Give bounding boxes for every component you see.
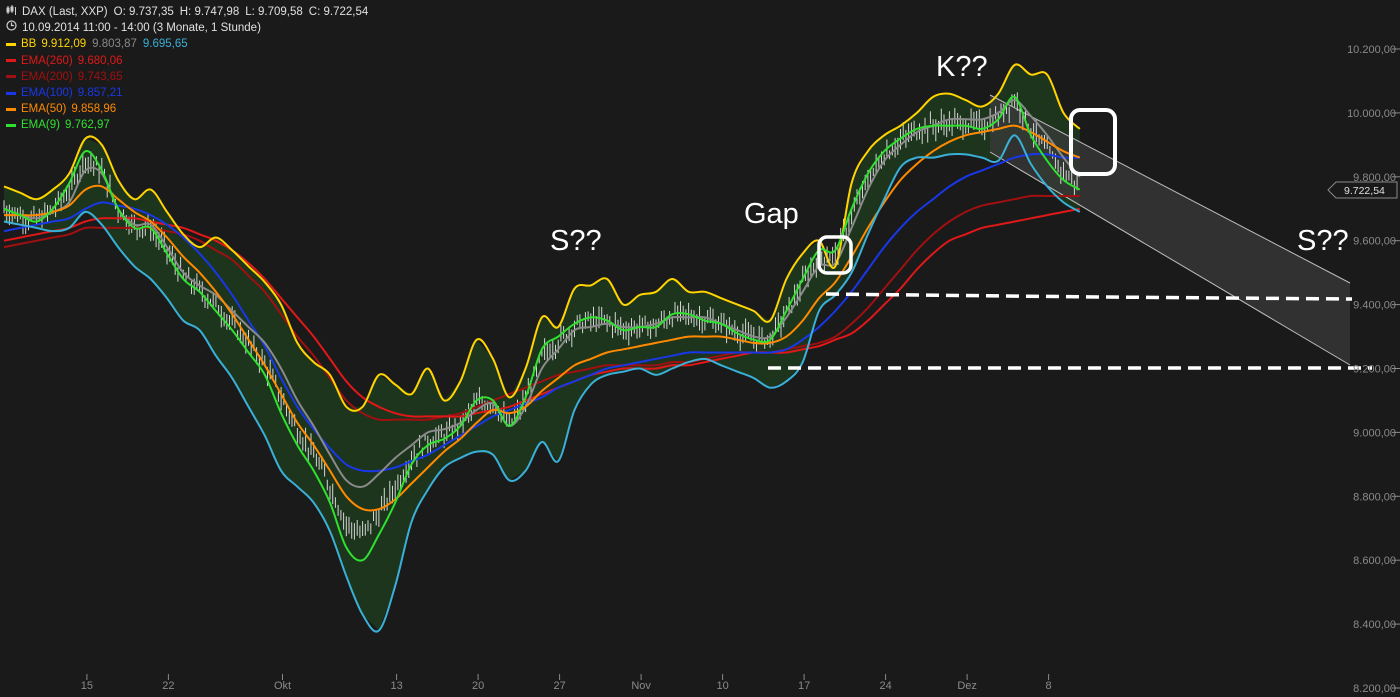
line-bb-lower[interactable]	[3, 134, 1081, 633]
x-axis: 15 22 Okt 13 20 27 Nov 10 17 24 Dez 8	[81, 674, 1052, 692]
y-axis: 10.200,00 10.000,00 9.800,00 9.600,00 9.400,…	[1347, 44, 1400, 695]
x-tick-label: 10	[716, 680, 728, 692]
x-tick-label: Nov	[631, 680, 651, 692]
y-tick-label: 9.400,00	[1353, 300, 1396, 312]
x-tick-label: 13	[390, 680, 402, 692]
y-tick-label: 9.600,00	[1353, 236, 1396, 248]
legend-ema-100-[interactable]: EMA(100) 9.857,21	[6, 85, 368, 101]
price-bars	[3, 92, 1078, 540]
legend-value: 9.803,87	[92, 38, 137, 51]
support-line-upper[interactable]	[825, 292, 1353, 301]
period-text[interactable]: 10.09.2014 11:00 - 14:00 (3 Monate, 1 St…	[22, 22, 261, 35]
legend-swatch	[6, 43, 16, 46]
legend-indicator-name: BB	[21, 38, 37, 51]
legend-indicator-name: EMA(50)	[21, 103, 67, 116]
annotation-s1: S??	[550, 225, 602, 257]
y-tick-label: 9.000,00	[1353, 427, 1396, 439]
legend-value: 9.695,65	[142, 38, 188, 51]
x-tick-label: Dez	[957, 680, 977, 692]
ohlc-open: O: 9.737,35	[113, 6, 174, 18]
drawing-overlays	[768, 108, 1372, 370]
y-tick-label: 8.200,00	[1353, 683, 1396, 695]
annotation-gap: Gap	[744, 198, 799, 230]
last-price-tag	[1327, 181, 1398, 199]
period-row: 10.09.2014 11:00 - 14:00 (3 Monate, 1 St…	[6, 20, 368, 36]
legend-ema-9-[interactable]: EMA(9) 9.762,97	[6, 117, 368, 133]
current-highlight-box[interactable]	[1069, 108, 1117, 176]
instrument-header: DAX (Last, XXP) O: 9.737,35 H: 9.747,98 …	[6, 4, 368, 20]
chart-legend: DAX (Last, XXP) O: 9.737,35 H: 9.747,98 …	[6, 4, 368, 134]
legend-value: 9.680,06	[77, 54, 123, 67]
legend-value: 9.762,97	[64, 119, 110, 132]
instrument-name[interactable]: DAX (Last, XXP)	[22, 6, 108, 18]
legend-indicator-name: EMA(9)	[21, 119, 60, 132]
annotation-s2: S??	[1297, 225, 1349, 257]
legend-swatch	[6, 91, 16, 95]
x-tick-label: 17	[798, 680, 810, 692]
ohlc-high: H: 9.747,98	[179, 6, 240, 18]
line-bb-upper[interactable]	[3, 63, 1081, 412]
legend-indicator-name: EMA(260)	[21, 54, 73, 67]
y-tick-label: 9.800,00	[1353, 172, 1396, 184]
last-price-value: 9.722,54	[1344, 185, 1385, 197]
legend-ema-260-[interactable]: EMA(260) 9.680,06	[6, 53, 368, 69]
line-ema-260-[interactable]	[3, 207, 1080, 418]
line-ema-9-[interactable]	[3, 95, 1081, 562]
line-ema-100-[interactable]	[3, 153, 1080, 473]
legend-value: 9.857,21	[77, 87, 123, 100]
legend-swatch	[6, 124, 16, 128]
legend-value: 9.743,65	[77, 70, 123, 83]
y-tick-label: 10.000,00	[1347, 108, 1396, 120]
x-tick-label: 22	[162, 680, 174, 692]
legend-value: 9.912,09	[41, 38, 87, 51]
clock-icon[interactable]	[6, 20, 17, 36]
ohlc-low: L: 9.709,58	[245, 6, 303, 18]
indicator-lines	[3, 63, 1081, 633]
legend-swatch	[6, 59, 16, 63]
y-tick-label: 9.200,00	[1353, 364, 1396, 376]
candlestick-icon[interactable]	[6, 4, 17, 20]
line-ema-50-[interactable]	[4, 124, 1081, 512]
legend-swatch	[6, 75, 16, 79]
legend-bb[interactable]: BB 9.912,09 9.803,87 9.695,65	[6, 36, 368, 52]
y-tick-label: 10.200,00	[1347, 44, 1396, 56]
x-tick-label: 8	[1046, 680, 1052, 692]
legend-swatch	[6, 107, 16, 111]
x-tick-label: 15	[81, 680, 93, 692]
trend-channel	[989, 94, 1351, 366]
channel-upper-line[interactable]	[989, 94, 1351, 284]
y-tick-label: 8.800,00	[1353, 491, 1396, 503]
ohlc-close: C: 9.722,54	[308, 6, 369, 18]
gap-highlight-box[interactable]	[817, 235, 853, 275]
x-tick-label: 27	[553, 680, 565, 692]
last-price-label: 9.722,54	[1327, 181, 1398, 199]
y-tick-label: 8.600,00	[1353, 555, 1396, 567]
y-tick-label: 8.400,00	[1353, 619, 1396, 631]
legend-ema-50-[interactable]: EMA(50) 9.858,96	[6, 101, 368, 117]
channel-area	[990, 95, 1350, 365]
legend-indicator-name: EMA(200)	[21, 70, 73, 83]
line-bb-mid[interactable]	[3, 99, 1081, 488]
x-tick-label: 20	[472, 680, 484, 692]
legend-value: 9.858,96	[71, 103, 117, 116]
legend-indicator-name: EMA(100)	[21, 87, 73, 100]
annotations: S?? Gap K?? S??	[550, 51, 1349, 257]
legend-ema-200-[interactable]: EMA(200) 9.743,65	[6, 69, 368, 85]
indicator-legend: BB 9.912,09 9.803,87 9.695,65 EMA(260) 9.680,…	[6, 36, 368, 133]
x-tick-label: 24	[879, 680, 891, 692]
annotation-k: K??	[936, 51, 988, 83]
x-tick-label: Okt	[274, 680, 291, 692]
channel-lower-line[interactable]	[989, 151, 1351, 366]
